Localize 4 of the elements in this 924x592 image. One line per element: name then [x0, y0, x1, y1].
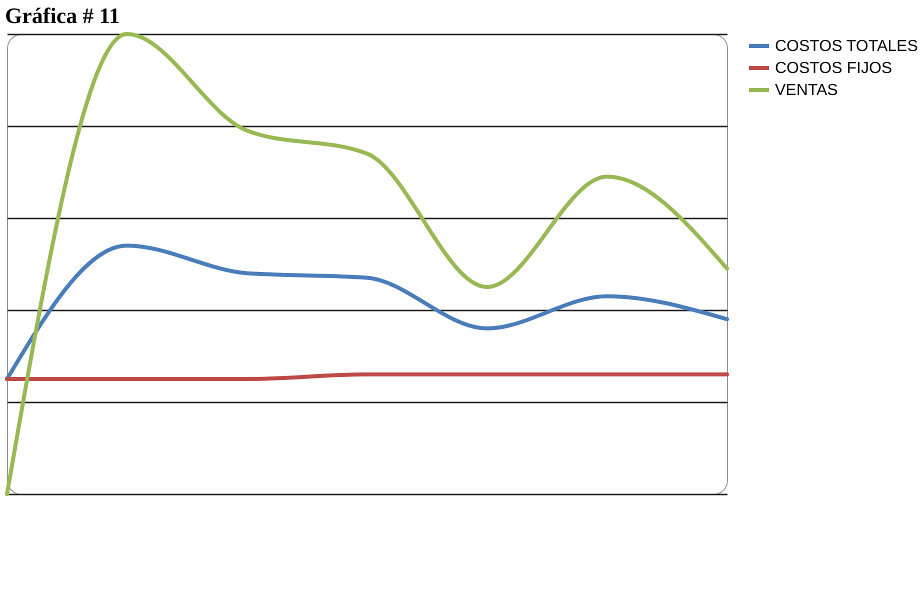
chart-title: Gráfica # 11: [5, 3, 120, 28]
legend-label: COSTOS TOTALES: [775, 38, 918, 55]
legend-label: VENTAS: [775, 82, 838, 99]
legend-label: COSTOS FIJOS: [775, 60, 892, 77]
